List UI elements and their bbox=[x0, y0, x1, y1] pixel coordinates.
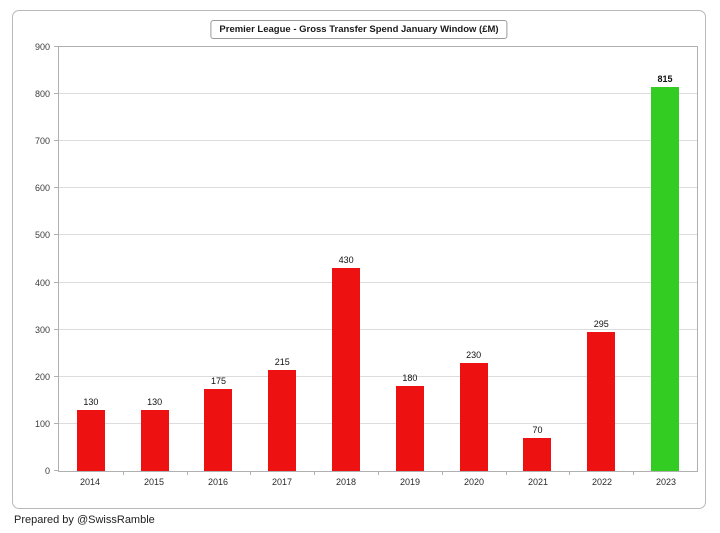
bar-value-label: 180 bbox=[402, 373, 418, 384]
x-axis-tick bbox=[377, 471, 379, 475]
chart-frame: Premier League - Gross Transfer Spend Ja… bbox=[12, 10, 706, 509]
gridline bbox=[59, 234, 697, 236]
bar-2015 bbox=[140, 409, 169, 471]
y-axis-tick bbox=[54, 46, 58, 47]
bar-group-2020: 230 bbox=[441, 47, 506, 475]
y-axis-tick-label: 800 bbox=[34, 89, 50, 100]
y-axis-tick-label: 400 bbox=[34, 277, 50, 288]
x-axis-label-2021: 2021 bbox=[527, 477, 549, 487]
bar-group-2016: 175 bbox=[186, 47, 251, 475]
bar-group-2021: 70 bbox=[505, 47, 570, 475]
y-axis-tick-label: 200 bbox=[34, 371, 50, 382]
bar-2018 bbox=[332, 268, 361, 471]
bar-value-label: 215 bbox=[274, 356, 290, 367]
y-axis-tick bbox=[54, 470, 58, 471]
bar-2016 bbox=[204, 388, 233, 471]
x-axis-tick bbox=[441, 471, 443, 475]
y-axis-tick bbox=[54, 93, 58, 95]
x-axis-tick bbox=[569, 471, 571, 475]
credit-text: Prepared by @SwissRamble bbox=[14, 514, 155, 526]
y-axis-tick-label: 100 bbox=[34, 418, 50, 429]
x-axis-label-2015: 2015 bbox=[143, 477, 165, 487]
x-axis-label-2014: 2014 bbox=[79, 477, 101, 487]
x-axis-tick bbox=[314, 471, 316, 475]
x-axis-label-2022: 2022 bbox=[591, 477, 613, 487]
x-axis-labels: 2014 2015 2016 2017 2018 2019 2020 2021 2022 2023 bbox=[58, 477, 698, 487]
y-axis-tick-label: 600 bbox=[34, 183, 50, 194]
x-axis-label-2020: 2020 bbox=[463, 477, 485, 487]
bar-value-label: 230 bbox=[466, 349, 482, 360]
bar-group-2022: 295 bbox=[569, 47, 633, 475]
x-axis-tick bbox=[250, 471, 252, 475]
bar-2020 bbox=[459, 362, 488, 471]
y-axis-tick bbox=[54, 140, 58, 142]
x-axis-label-2023: 2023 bbox=[655, 477, 677, 487]
bar-value-label: 815 bbox=[657, 74, 673, 85]
bar-2017 bbox=[268, 369, 297, 471]
bar-value-label: 130 bbox=[147, 396, 163, 407]
bar-group-2015: 130 bbox=[122, 47, 187, 475]
y-axis-tick-label: 900 bbox=[34, 42, 50, 52]
y-axis-tick-label: 500 bbox=[34, 230, 50, 241]
plot-area: 130 130 175 215 430 180 230 70 295 815 0 100 200 300… bbox=[35, 42, 698, 476]
y-axis-tick-label: 700 bbox=[34, 136, 50, 147]
y-axis-tick-label: 300 bbox=[34, 324, 50, 335]
y-axis-tick bbox=[54, 328, 58, 330]
bar-group-2017: 215 bbox=[250, 47, 314, 475]
y-axis-tick bbox=[54, 234, 58, 236]
bar-group-2019: 180 bbox=[377, 47, 442, 475]
x-axis-tick bbox=[633, 471, 635, 475]
bar-value-label: 70 bbox=[532, 425, 543, 436]
y-axis-tick-label: 0 bbox=[44, 466, 50, 476]
bar-value-label: 295 bbox=[593, 319, 609, 330]
bar-2022 bbox=[587, 332, 616, 471]
chart-title: Premier League - Gross Transfer Spend Ja… bbox=[210, 20, 508, 39]
x-axis-label-2017: 2017 bbox=[271, 477, 293, 487]
bar-value-label: 130 bbox=[83, 396, 99, 407]
x-axis-label-2019: 2019 bbox=[399, 477, 421, 487]
y-axis-tick bbox=[54, 281, 58, 283]
gridline bbox=[59, 187, 697, 189]
bar-group-2014: 130 bbox=[59, 47, 123, 471]
bar-group-2023: 815 bbox=[633, 47, 697, 475]
bar-value-label: 175 bbox=[210, 375, 226, 386]
x-axis-tick bbox=[505, 471, 507, 475]
bars-container: 130 130 175 215 430 180 230 70 295 815 bbox=[59, 47, 697, 475]
gridline bbox=[59, 328, 697, 330]
bar-2023 bbox=[651, 87, 680, 471]
gridline bbox=[59, 422, 697, 424]
gridline bbox=[59, 375, 697, 377]
bar-group-2018: 430 bbox=[314, 47, 378, 475]
gridline bbox=[59, 93, 697, 95]
bar-value-label: 430 bbox=[338, 255, 354, 266]
gridline bbox=[59, 281, 697, 283]
y-axis-tick bbox=[54, 187, 58, 189]
bar-2019 bbox=[395, 386, 424, 471]
x-axis-tick bbox=[122, 471, 124, 475]
x-axis-label-2016: 2016 bbox=[207, 477, 229, 487]
x-axis-tick bbox=[186, 471, 188, 475]
bar-2021 bbox=[523, 438, 552, 471]
x-axis-label-2018: 2018 bbox=[335, 477, 357, 487]
y-axis-tick bbox=[54, 375, 58, 377]
gridline bbox=[59, 140, 697, 142]
bar-2014 bbox=[76, 409, 105, 471]
y-axis-tick bbox=[54, 422, 58, 424]
